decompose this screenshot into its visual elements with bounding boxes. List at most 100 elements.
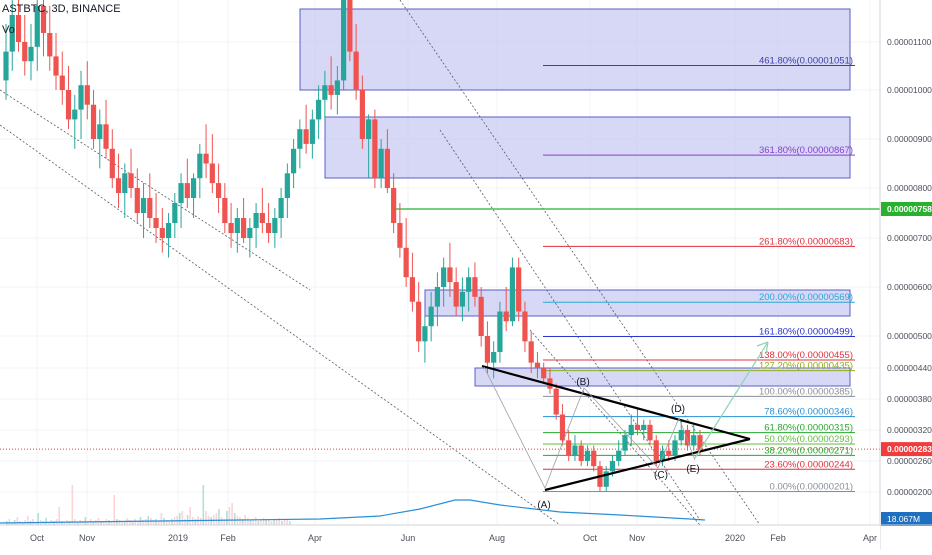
candle-body bbox=[691, 435, 697, 446]
volume-bar bbox=[118, 520, 121, 525]
price-axis[interactable]: 0.00001100 0.00001000 0.00000900 0.00000800… bbox=[879, 0, 932, 550]
candle-body bbox=[284, 173, 290, 198]
volume-bar bbox=[260, 520, 262, 525]
volume-bar bbox=[171, 519, 173, 525]
candle-body bbox=[222, 198, 228, 223]
volume-bar bbox=[226, 511, 228, 525]
volume-bar bbox=[205, 511, 207, 525]
wave-path bbox=[483, 366, 696, 489]
price-tick-label: 0.00001100 bbox=[887, 37, 932, 47]
price-tick-label: 0.00000900 bbox=[887, 134, 932, 144]
volume-bar bbox=[223, 519, 226, 525]
volume-bar bbox=[228, 507, 231, 525]
volume-bar bbox=[262, 518, 265, 525]
candle-body bbox=[591, 450, 597, 467]
candle-body bbox=[147, 198, 153, 218]
trend-lines bbox=[0, 0, 761, 526]
candle-body bbox=[203, 153, 209, 164]
candle-body bbox=[409, 277, 415, 302]
candle-body bbox=[603, 471, 609, 487]
volume-bar bbox=[53, 521, 55, 525]
fib-level-label: 50.00%(0.00000293) bbox=[764, 434, 853, 445]
candle-body bbox=[259, 213, 265, 223]
fib-level-label: 78.60%(0.00000346) bbox=[764, 407, 853, 418]
projection-arrow bbox=[694, 341, 769, 459]
time-axis[interactable]: Oct Nov 2019 Feb Apr Jun Aug Oct Nov 2020 Feb Apr bbox=[0, 524, 932, 550]
candle-body bbox=[528, 341, 534, 363]
candle-body bbox=[347, 0, 353, 52]
candle-body bbox=[566, 440, 572, 456]
volume-bar bbox=[121, 521, 123, 525]
price-tick-label: 0.00000800 bbox=[887, 183, 932, 193]
candle-body bbox=[391, 188, 397, 223]
triangle-pattern: (A) (B) (C) (D) (E) bbox=[481, 341, 769, 511]
volume-bar bbox=[239, 517, 241, 525]
price-axis-bg bbox=[880, 0, 932, 550]
candle-body bbox=[422, 326, 428, 342]
volume-bar bbox=[194, 519, 197, 525]
candle-body bbox=[309, 119, 315, 144]
price-tick-label: 0.00000500 bbox=[887, 331, 932, 341]
volume-bar bbox=[108, 520, 110, 525]
candle-body bbox=[134, 188, 140, 213]
candle-body bbox=[184, 183, 190, 198]
volume-bar bbox=[137, 521, 139, 525]
candle-body bbox=[215, 183, 222, 198]
time-tick-label: 2020 bbox=[725, 533, 745, 543]
candle-body bbox=[190, 178, 197, 198]
time-tick-label: Jun bbox=[401, 533, 416, 543]
volume-bar bbox=[270, 521, 273, 525]
candle-body bbox=[428, 306, 434, 327]
candle-body bbox=[316, 99, 322, 120]
candle-body bbox=[228, 223, 234, 233]
time-tick-label: Oct bbox=[583, 533, 598, 543]
volume-bar bbox=[186, 515, 189, 525]
candle-body bbox=[497, 311, 503, 352]
volume-bar bbox=[252, 519, 254, 525]
candle-body bbox=[291, 148, 297, 174]
candle-body bbox=[672, 440, 678, 456]
volume-bar bbox=[215, 513, 218, 525]
candle-body bbox=[378, 148, 384, 179]
volume-bar bbox=[129, 520, 131, 525]
price-tick-label: 0.00000600 bbox=[887, 282, 932, 292]
fib-level-label: 100.00%(0.00000385) bbox=[759, 386, 853, 397]
candle-body bbox=[334, 80, 340, 95]
triangle-upper-line bbox=[481, 364, 751, 441]
volume-bar bbox=[247, 518, 249, 525]
supply-zone-box bbox=[424, 289, 851, 317]
volume-bar bbox=[110, 521, 113, 525]
volume-bar bbox=[184, 519, 186, 525]
price-tick-label: 0.00000440 bbox=[887, 363, 932, 373]
fib-level-label: 361.80%(0.00000867) bbox=[759, 145, 853, 156]
volume-pane bbox=[0, 485, 706, 525]
volume-bar bbox=[231, 503, 233, 525]
wave-label: (A) bbox=[537, 500, 550, 511]
candle-body bbox=[240, 218, 247, 238]
candle-body bbox=[634, 424, 641, 430]
candle-body bbox=[9, 15, 15, 52]
volume-bar bbox=[37, 513, 40, 525]
candle-body bbox=[434, 287, 441, 307]
volume-bar bbox=[268, 520, 270, 525]
volume-bar bbox=[157, 521, 160, 525]
candle-body bbox=[328, 85, 334, 95]
candle-body bbox=[28, 46, 34, 62]
candle-body bbox=[247, 228, 253, 238]
candle-body bbox=[553, 388, 559, 415]
candle-body bbox=[265, 223, 272, 233]
wave-label: (C) bbox=[654, 470, 668, 481]
candle-body bbox=[78, 85, 84, 110]
candle-body bbox=[641, 424, 647, 430]
volume-bar bbox=[220, 517, 223, 525]
time-tick-label: 2019 bbox=[168, 533, 188, 543]
supply-zone-box bbox=[299, 8, 851, 91]
volume-bar bbox=[131, 521, 134, 525]
volume-bar bbox=[71, 485, 74, 525]
volume-bar bbox=[155, 519, 157, 525]
volume-bar bbox=[68, 521, 71, 525]
candle-body bbox=[491, 352, 497, 363]
fib-level-label: 127.20%(0.00000435) bbox=[759, 361, 853, 372]
